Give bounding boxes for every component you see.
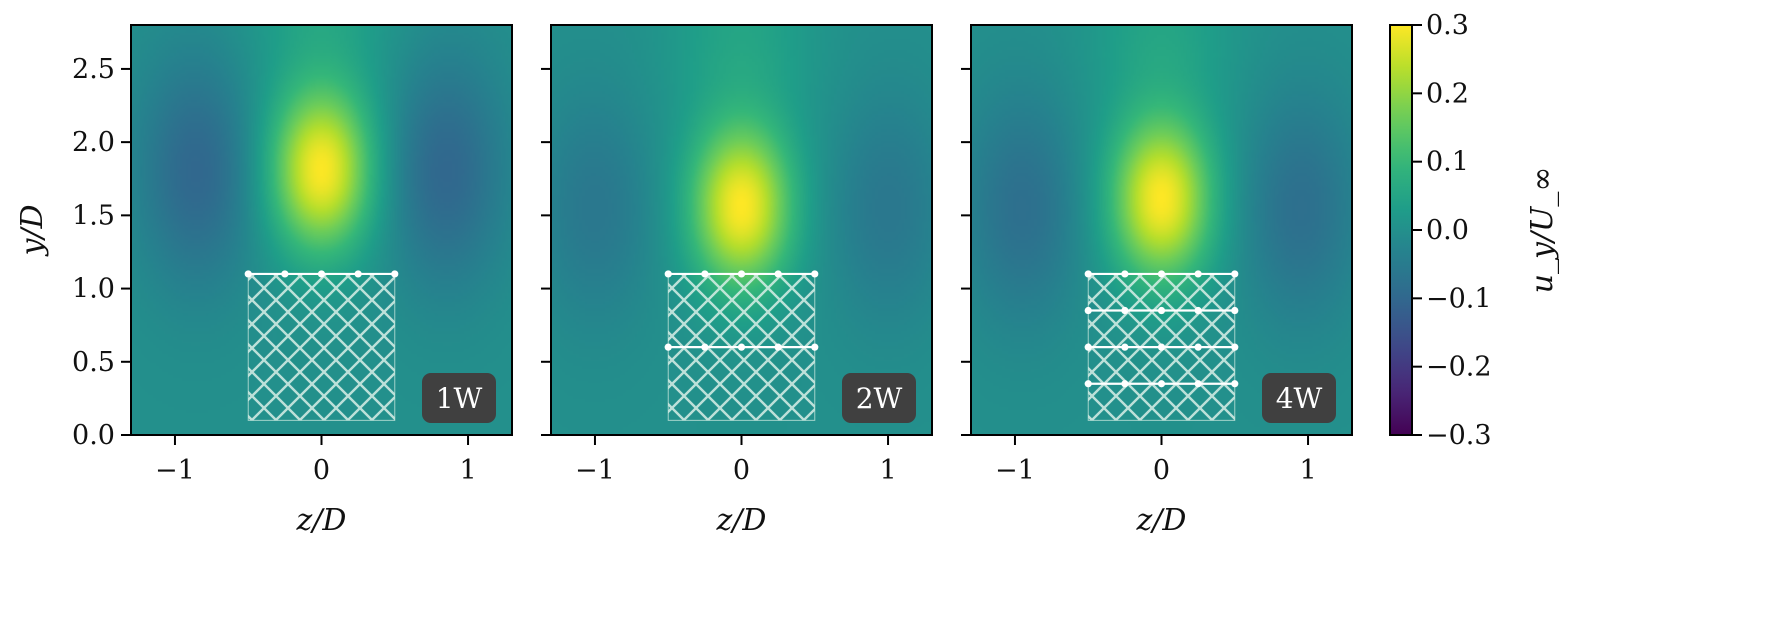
- hatched-grid: [247, 273, 396, 421]
- grid-point: [1157, 343, 1166, 351]
- panel-badge: 4W: [1262, 373, 1336, 423]
- panel-label: 4W: [1276, 382, 1323, 415]
- y-tick-label: 2.0: [72, 127, 115, 158]
- panel-badge: 2W: [842, 373, 916, 423]
- grid-point: [811, 343, 819, 351]
- panel-4W: −1 0 1 z/D 4W: [961, 24, 1353, 538]
- badge-background: [1262, 373, 1336, 423]
- colorbar-gradient: [1389, 24, 1413, 436]
- grid-point: [391, 270, 399, 278]
- grid-point: [701, 343, 709, 351]
- colorbar-tick-label: −0.3: [1426, 420, 1492, 451]
- grid-point: [1121, 270, 1129, 278]
- colorbar: 0.3 0.2 0.1 0.0 −0.1 −0.2 −0.3 u_y/U_∞: [1389, 10, 1560, 451]
- x-tick-label: 0: [1153, 455, 1170, 486]
- grid-point: [774, 270, 782, 278]
- panel-badge: 1W: [422, 373, 496, 423]
- grid-point: [1084, 380, 1092, 388]
- x-tick-label: 1: [879, 455, 896, 486]
- x-axis-label: z/D: [1136, 503, 1187, 538]
- grid-point: [1084, 270, 1092, 278]
- y-tick-label: 1.0: [72, 274, 115, 305]
- grid-point: [1194, 270, 1202, 278]
- grid-point: [1231, 343, 1239, 351]
- grid-point: [1194, 380, 1202, 388]
- grid-point: [1121, 306, 1129, 315]
- grid-point: [737, 343, 746, 351]
- grid-region: [247, 273, 396, 421]
- x-axis-label: z/D: [716, 503, 767, 538]
- badge-background: [422, 373, 496, 423]
- grid-point: [1121, 380, 1129, 388]
- grid-point: [664, 343, 672, 351]
- grid-point: [1121, 343, 1129, 351]
- grid-point: [737, 270, 746, 278]
- colorbar-tick-label: 0.0: [1426, 215, 1469, 246]
- grid-point: [354, 270, 362, 278]
- badge-background: [842, 373, 916, 423]
- x-tick-label: 0: [733, 455, 750, 486]
- colorbar-tick-label: −0.2: [1426, 352, 1492, 383]
- grid-point: [1194, 306, 1202, 315]
- grid-point: [811, 270, 819, 278]
- colorbar-tick-label: 0.3: [1426, 10, 1469, 41]
- grid-point: [1231, 270, 1239, 278]
- grid-point: [317, 270, 326, 278]
- panel-1W: −1 0 1 0.0 0.5 1.0 1.5 2.0 2.5 z/D y/D 1W: [15, 24, 513, 538]
- y-tick-label: 2.5: [72, 54, 115, 85]
- panel-label: 2W: [856, 382, 903, 415]
- x-tick-label: 0: [313, 455, 330, 486]
- x-tick-label: −1: [995, 455, 1035, 486]
- grid-point: [664, 270, 672, 278]
- grid-point: [1157, 306, 1166, 315]
- grid-point: [1157, 270, 1166, 278]
- grid-point: [281, 270, 289, 278]
- x-tick-label: 1: [459, 455, 476, 486]
- y-axis-label: y/D: [15, 204, 50, 257]
- x-tick-label: −1: [155, 455, 195, 486]
- x-axis-label: z/D: [296, 503, 347, 538]
- colorbar-tick-label: −0.1: [1426, 283, 1492, 314]
- x-tick-label: −1: [575, 455, 615, 486]
- y-tick-label: 0.5: [72, 347, 115, 378]
- x-tick-label: 1: [1299, 455, 1316, 486]
- grid-point: [1231, 306, 1239, 315]
- grid-point: [1194, 343, 1202, 351]
- grid-point: [701, 270, 709, 278]
- grid-point: [1084, 343, 1092, 351]
- panels: −1 0 10.00.51.01.52.02.5z/Dy/D1W−1 0 1z/D2W−…: [15, 24, 1353, 538]
- grid-point: [244, 270, 252, 278]
- panel-label: 1W: [436, 382, 483, 415]
- panel-2W: −1 0 1 z/D 2W: [541, 24, 933, 538]
- grid-point: [1231, 380, 1239, 388]
- grid-point: [1157, 380, 1166, 388]
- colorbar-label: u_y/U_∞: [1525, 167, 1560, 294]
- grid-point: [1084, 306, 1092, 315]
- y-tick-label: 0.0: [72, 420, 115, 451]
- colorbar-tick-label: 0.1: [1426, 147, 1469, 178]
- colorbar-tick-label: 0.2: [1426, 78, 1469, 109]
- grid-point: [774, 343, 782, 351]
- y-tick-label: 1.5: [72, 200, 115, 231]
